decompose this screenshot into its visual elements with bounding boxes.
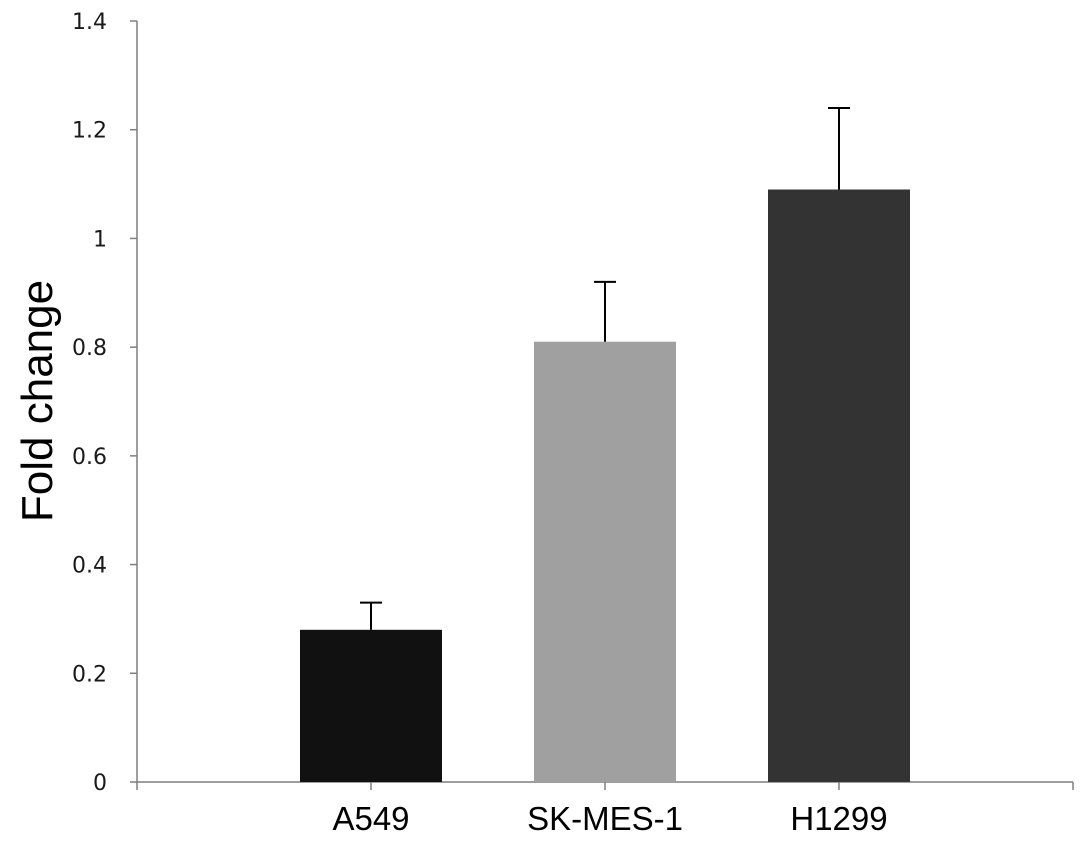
x-tick-label: A549 <box>332 800 409 837</box>
x-tick-label: SK-MES-1 <box>527 800 683 837</box>
y-tick-label: 1.2 <box>72 119 107 144</box>
bar <box>534 341 676 782</box>
y-tick-label: 0.6 <box>72 445 107 470</box>
y-axis-label: Fold change <box>13 280 62 522</box>
y-tick-label: 1 <box>93 227 107 252</box>
bar <box>768 189 910 782</box>
y-tick-label: 0.4 <box>72 554 107 579</box>
y-tick-label: 0.8 <box>72 336 107 361</box>
bars <box>300 189 910 782</box>
x-tick-label: H1299 <box>790 800 887 837</box>
bar <box>300 629 442 782</box>
y-tick-label: 0 <box>93 771 107 796</box>
y-axis: 0 0.2 0.4 0.6 0.8 1 1.2 1.4 <box>72 10 138 796</box>
x-axis <box>136 781 1074 790</box>
y-tick-label: 1.4 <box>72 10 107 35</box>
y-tick-label: 0.2 <box>72 662 107 687</box>
error-bars <box>360 106 850 630</box>
x-tick-labels: A549 SK-MES-1 H1299 <box>332 800 887 837</box>
